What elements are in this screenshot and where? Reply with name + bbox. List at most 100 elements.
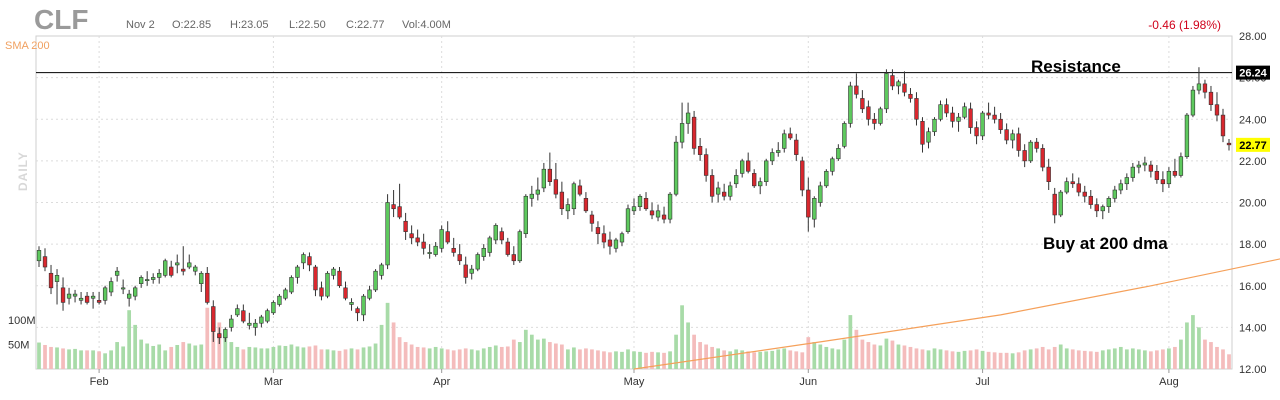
candle-body xyxy=(217,333,222,339)
volume-bar xyxy=(998,352,1003,369)
volume-bar xyxy=(307,346,312,369)
volume-bar xyxy=(511,339,516,369)
y-tick-label: 12.00 xyxy=(1239,364,1267,376)
candle-body xyxy=(223,329,228,339)
candle-body xyxy=(1196,83,1202,91)
candle-body xyxy=(415,237,420,243)
candle-body xyxy=(295,266,300,278)
volume-bar xyxy=(932,348,937,369)
candle-body xyxy=(553,179,559,195)
candle-body xyxy=(908,93,913,99)
candle-body xyxy=(1076,183,1081,193)
volume-bar xyxy=(866,342,871,369)
candle-body xyxy=(60,287,66,303)
volume-bar xyxy=(331,350,336,369)
candle-body xyxy=(247,322,252,326)
volume-bar xyxy=(343,349,348,369)
x-tick-label: Jul xyxy=(976,376,990,388)
volume-bar xyxy=(758,351,763,369)
candle-body xyxy=(475,254,480,270)
candle-body xyxy=(253,322,258,328)
volume-bar xyxy=(632,351,636,369)
volume-bar xyxy=(145,343,150,369)
volume-tick-label: 100M xyxy=(8,315,36,327)
ticker-symbol: CLF xyxy=(34,4,88,35)
candle-body xyxy=(1100,206,1105,212)
volume-bar xyxy=(950,351,955,369)
volume-bar xyxy=(884,338,889,369)
volume-bar xyxy=(1155,350,1159,369)
volume-bar xyxy=(992,352,997,369)
candle-body xyxy=(770,152,775,162)
volume-tick-label: 50M xyxy=(8,340,29,352)
volume-bar xyxy=(271,346,276,369)
candle-body xyxy=(163,260,168,276)
header-open: O:22.85 xyxy=(172,19,211,31)
volume-bar xyxy=(794,351,799,369)
candle-body xyxy=(511,254,516,262)
candle-body xyxy=(938,104,943,120)
volume-bar xyxy=(716,348,721,369)
candle-body xyxy=(1106,198,1111,207)
candle-body xyxy=(764,160,769,182)
candle-body xyxy=(48,272,54,289)
candle-body xyxy=(1214,104,1220,116)
volume-bar xyxy=(650,351,654,369)
candle-body xyxy=(1190,89,1196,116)
volume-bar xyxy=(956,351,961,369)
candle-body xyxy=(746,160,751,172)
volume-bar xyxy=(505,346,510,369)
candle-body xyxy=(307,256,312,266)
volume-bar xyxy=(722,350,727,369)
candle-body xyxy=(199,272,204,284)
volume-bar xyxy=(620,351,624,369)
volume-bar xyxy=(626,349,630,369)
candle-body xyxy=(649,210,655,216)
candle-body xyxy=(1202,83,1208,93)
candle-body xyxy=(890,75,895,87)
candle-body xyxy=(776,150,781,153)
volume-bar xyxy=(704,344,708,369)
volume-bar xyxy=(151,345,156,369)
candle-body xyxy=(1022,150,1027,162)
volume-bar xyxy=(1022,350,1027,369)
candle-body xyxy=(1208,91,1214,105)
x-tick-label: Feb xyxy=(90,376,109,388)
candle-body xyxy=(102,287,108,301)
candle-body xyxy=(421,241,426,249)
volume-bar xyxy=(301,347,306,369)
volume-bar xyxy=(193,345,198,369)
candle-body xyxy=(1016,133,1021,151)
volume-bar xyxy=(391,322,396,369)
candle-body xyxy=(126,293,132,299)
candle-body xyxy=(259,316,264,324)
y-tick-label: 16.00 xyxy=(1239,281,1267,293)
candle-body xyxy=(145,279,150,282)
volume-bar xyxy=(1215,346,1219,369)
candle-body xyxy=(788,133,793,139)
candle-body xyxy=(1160,179,1166,185)
candle-body xyxy=(968,108,973,128)
candle-body xyxy=(1064,181,1069,193)
candle-body xyxy=(547,168,553,182)
candle-body xyxy=(355,308,360,314)
candle-body xyxy=(1058,191,1063,216)
candle-body xyxy=(613,239,619,249)
volume-bar xyxy=(187,343,192,369)
candle-body xyxy=(1088,195,1093,205)
volume-bar xyxy=(445,349,450,369)
candle-body xyxy=(325,272,330,297)
volume-bar xyxy=(487,346,492,369)
volume-bar xyxy=(409,344,414,369)
candle-body xyxy=(1142,162,1148,166)
volume-bar xyxy=(67,349,71,369)
volume-bar xyxy=(199,344,204,369)
candle-body xyxy=(1082,191,1087,197)
volume-bar xyxy=(746,351,751,369)
volume-bar xyxy=(818,344,823,369)
volume-bar xyxy=(283,345,288,369)
last-price-tag xyxy=(1236,137,1270,152)
volume-bar xyxy=(554,343,558,369)
volume-bar xyxy=(614,351,618,369)
candle-body xyxy=(271,302,276,314)
